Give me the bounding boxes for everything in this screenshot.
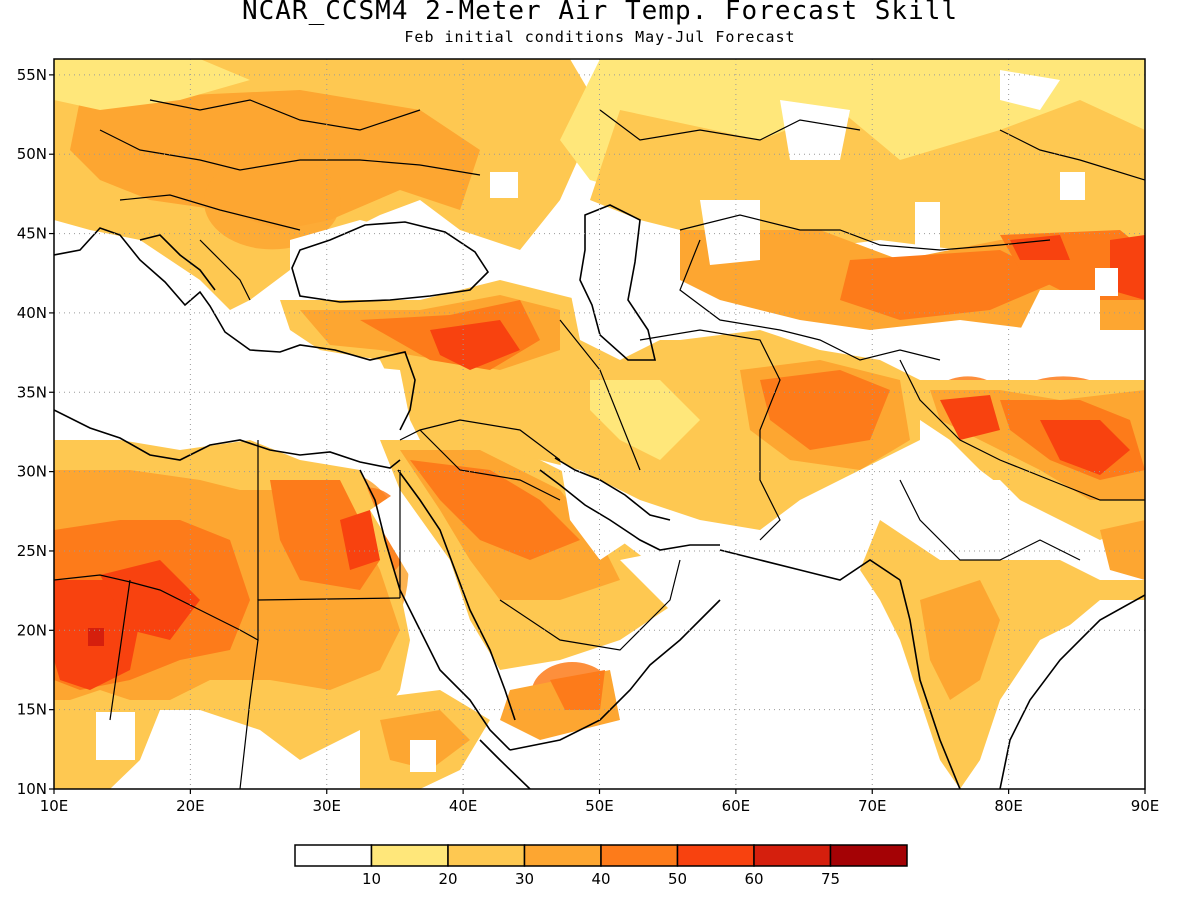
color-legend: 10 20 30 40 50 60 75 — [294, 844, 908, 888]
lat-tick-label: 35N — [17, 383, 47, 401]
lat-tick-label: 15N — [17, 701, 47, 719]
graticule — [54, 59, 1145, 789]
plot-area — [54, 59, 1145, 789]
legend-swatch — [676, 844, 755, 867]
lon-tick-label: 20E — [176, 797, 205, 815]
lat-tick-label: 10N — [17, 780, 47, 798]
legend-label: 75 — [821, 870, 840, 888]
skill-blob — [204, 154, 341, 250]
lon-tick-label: 40E — [449, 797, 478, 815]
legend-swatch — [370, 844, 449, 867]
lon-tick-label: 30E — [312, 797, 341, 815]
legend-label: 10 — [362, 870, 381, 888]
lon-tick-label: 10E — [40, 797, 69, 815]
lat-tick-label: 40N — [17, 304, 47, 322]
lat-tick-label: 25N — [17, 542, 47, 560]
legend-label: 60 — [744, 870, 763, 888]
legend-swatch — [753, 844, 832, 867]
axis-ticks: 10E 20E 30E 40E 50E 60E 70E 80E 90E 10N 15N 20N 25N 3… — [17, 66, 1160, 815]
legend-swatch — [600, 844, 679, 867]
lat-tick-label: 30N — [17, 463, 47, 481]
lon-tick-label: 50E — [585, 797, 614, 815]
lat-tick-label: 20N — [17, 621, 47, 639]
lon-tick-label: 70E — [858, 797, 887, 815]
skill-shading — [54, 59, 1145, 789]
lat-tick-label: 55N — [17, 66, 47, 84]
country-borders — [54, 99, 1145, 789]
legend-swatch — [523, 844, 602, 867]
legend-label: 30 — [515, 870, 534, 888]
lon-tick-label: 80E — [994, 797, 1023, 815]
lat-tick-label: 45N — [17, 225, 47, 243]
legend-swatch — [447, 844, 526, 867]
lon-tick-label: 90E — [1131, 797, 1160, 815]
legend-swatch — [294, 844, 373, 867]
map-subtitle: Feb initial conditions May-Jul Forecast — [404, 28, 796, 46]
map-title: NCAR_CCSM4 2-Meter Air Temp. Forecast Sk… — [241, 0, 959, 26]
legend-label: 20 — [438, 870, 457, 888]
legend-label: 50 — [668, 870, 687, 888]
legend-label: 40 — [591, 870, 610, 888]
legend-swatch — [829, 844, 908, 867]
lat-tick-label: 50N — [17, 145, 47, 163]
lon-tick-label: 60E — [722, 797, 751, 815]
